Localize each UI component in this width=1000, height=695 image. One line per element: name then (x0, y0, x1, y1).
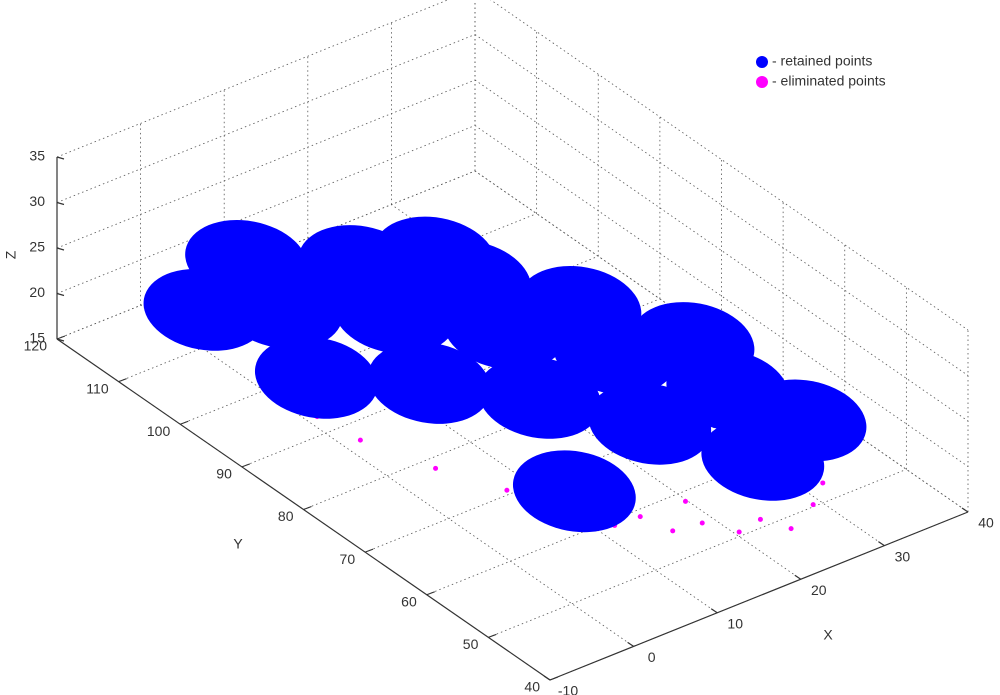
tick-mark (180, 420, 189, 425)
tick-mark (961, 507, 969, 513)
tick-mark (364, 548, 374, 553)
grid-line (474, 125, 969, 467)
tick-mark (118, 378, 127, 383)
point (588, 382, 712, 465)
tick-mark (56, 156, 65, 160)
x-tick-label: 30 (895, 548, 911, 564)
grid-line (474, 34, 969, 376)
point (185, 220, 308, 302)
y-tick-label: 100 (147, 423, 171, 439)
grid-line (56, 34, 476, 203)
tick-mark (56, 201, 65, 206)
axis-line (549, 511, 969, 681)
tick-mark (627, 641, 634, 647)
grid-line (474, 170, 969, 513)
point (478, 356, 601, 439)
z-tick-label: 30 (29, 193, 45, 209)
point (504, 487, 510, 493)
y-tick-label: 120 (24, 338, 48, 354)
tick-mark (878, 541, 885, 547)
point (788, 526, 794, 532)
tick-mark (56, 335, 66, 340)
point (518, 266, 642, 348)
point (682, 498, 688, 504)
z-tick-label: 35 (29, 148, 45, 164)
grid-line (56, 79, 476, 249)
tick-mark (488, 633, 497, 638)
point (757, 516, 763, 522)
point (810, 502, 816, 508)
y-tick-label: 40 (524, 679, 540, 695)
z-tick-label: 25 (29, 239, 45, 255)
point (701, 418, 825, 501)
y-tick-label: 80 (278, 508, 294, 524)
point (254, 336, 378, 419)
point (736, 529, 742, 535)
point (699, 520, 705, 526)
tick-mark (549, 676, 559, 681)
y-axis-label: Y (233, 536, 243, 552)
tick-mark (241, 463, 251, 468)
point (368, 342, 491, 424)
x-tick-label: 20 (811, 582, 827, 598)
grid-line (426, 426, 845, 596)
legend-marker (756, 56, 768, 68)
tick-mark (56, 292, 65, 297)
x-tick-label: 10 (727, 616, 743, 632)
tick-mark (710, 608, 718, 614)
point (670, 528, 676, 534)
z-tick-label: 20 (29, 284, 45, 300)
legend-label: - eliminated points (772, 73, 886, 89)
grid-line (56, 125, 476, 294)
x-tick-label: 40 (978, 515, 994, 531)
grid-line (490, 0, 969, 331)
point (357, 437, 363, 443)
z-tick-label: 15 (29, 330, 45, 346)
grid-line (488, 469, 907, 638)
y-tick-label: 110 (86, 380, 109, 396)
point (373, 216, 497, 299)
x-axis-label: X (823, 627, 833, 643)
y-tick-label: 50 (463, 636, 479, 652)
tick-mark (56, 338, 65, 342)
tick-mark (56, 247, 65, 251)
x-tick-label: 0 (648, 649, 656, 665)
tick-mark (426, 591, 435, 596)
tick-mark (794, 574, 802, 580)
y-tick-label: 70 (340, 551, 356, 567)
x-tick-label: -10 (558, 683, 578, 695)
y-tick-label: 90 (216, 466, 232, 482)
grid-line (474, 79, 969, 422)
point (637, 514, 643, 520)
tick-mark (303, 505, 312, 511)
grid-line (140, 305, 634, 647)
y-tick-label: 60 (401, 593, 417, 609)
z-axis-label: Z (3, 250, 19, 259)
tick-mark (543, 675, 551, 681)
point (820, 480, 826, 486)
legend-marker (756, 76, 768, 88)
point (631, 302, 755, 384)
legend-label: - retained points (772, 53, 872, 69)
point (433, 465, 439, 471)
grid-line (56, 0, 449, 158)
point (512, 450, 636, 533)
